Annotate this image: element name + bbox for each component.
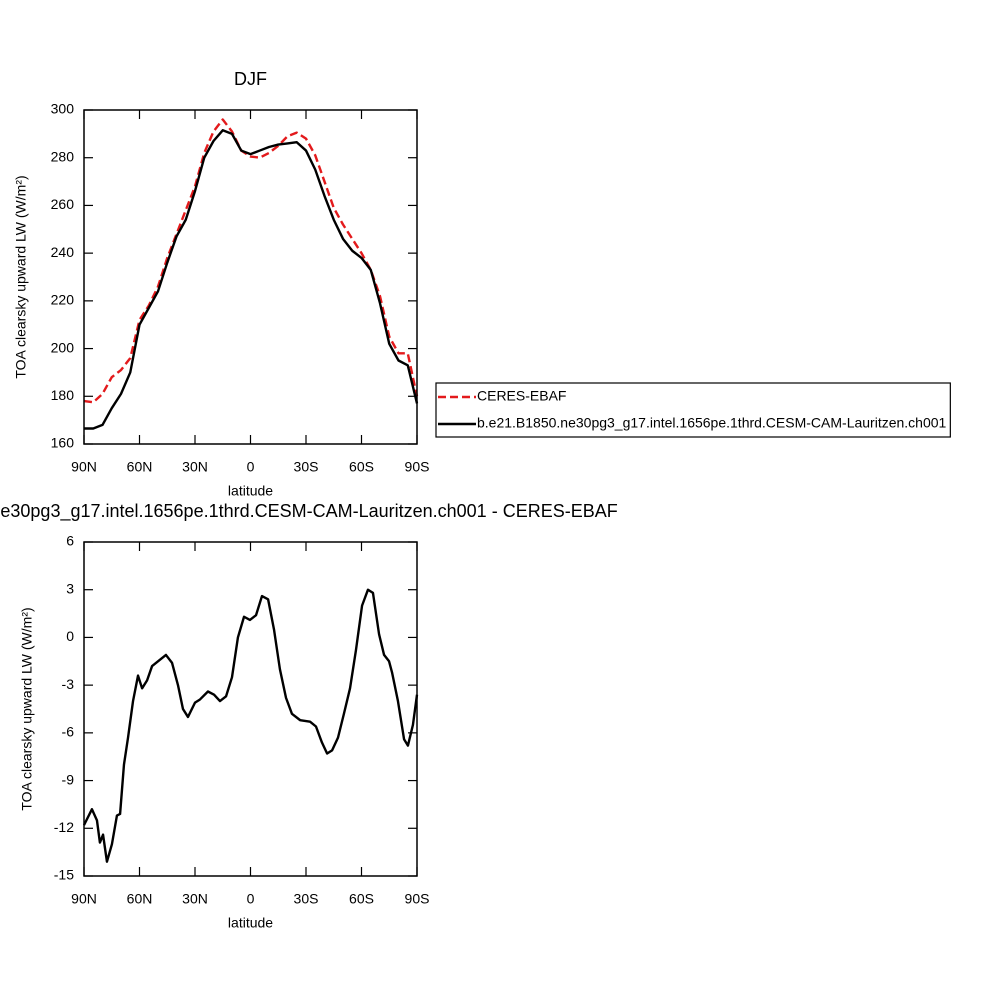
y-tick-label: 6 — [66, 533, 74, 549]
x-tick-label: 0 — [247, 459, 255, 475]
x-tick-label: 60N — [127, 891, 153, 907]
x-tick-label: 30S — [294, 891, 319, 907]
x-tick-label: 30S — [294, 459, 319, 475]
x-tick-label: 90S — [405, 891, 430, 907]
y-tick-label: 180 — [51, 387, 75, 403]
plot-panel: b.e21.B1850.ne30pg3_g17.intel.1656pe.1th… — [0, 501, 618, 931]
plot-panel: DJF latitude TOA clearsky upward LW (W/m²)… — [13, 69, 951, 499]
y-tick-label: 240 — [51, 244, 75, 260]
y-tick-label: -9 — [62, 771, 75, 787]
y-tick-label: 220 — [51, 292, 75, 308]
x-tick-label: 60N — [127, 459, 153, 475]
legend: CERES-EBAF b.e21.B1850.ne30pg3_g17.intel.… — [435, 382, 951, 438]
y-tick-label: -6 — [62, 724, 75, 740]
y-tick-label: 0 — [66, 628, 74, 644]
x-tick-label: 0 — [247, 891, 255, 907]
plot-frame — [83, 109, 418, 445]
legend-label: CERES-EBAF — [477, 388, 566, 404]
y-axis-label: TOA clearsky upward LW (W/m²) — [19, 607, 35, 810]
x-tick-label: 90N — [71, 459, 97, 475]
x-axis-label: latitude — [228, 915, 273, 931]
data-line — [84, 129, 419, 430]
y-tick-label: 3 — [66, 580, 74, 596]
y-tick-label: -15 — [54, 867, 74, 883]
y-tick-label: -3 — [62, 676, 75, 692]
x-tick-label: 60S — [349, 459, 374, 475]
y-tick-label: 200 — [51, 339, 75, 355]
legend-box — [435, 382, 951, 438]
x-tick-label: 60S — [349, 891, 374, 907]
x-tick-label: 30N — [182, 891, 208, 907]
plot-frame — [83, 541, 418, 877]
legend-label: b.e21.B1850.ne30pg3_g17.intel.1656pe.1th… — [477, 415, 947, 431]
data-line — [83, 118, 419, 404]
x-axis-label: latitude — [228, 483, 273, 499]
x-tick-label: 90N — [71, 891, 97, 907]
y-tick-label: 300 — [51, 101, 75, 117]
chart-title: b.e21.B1850.ne30pg3_g17.intel.1656pe.1th… — [0, 501, 618, 522]
y-tick-label: 280 — [51, 148, 75, 164]
data-line — [82, 588, 419, 863]
chart-title: DJF — [234, 69, 267, 89]
y-axis-label: TOA clearsky upward LW (W/m²) — [13, 175, 29, 378]
y-tick-label: 160 — [51, 435, 75, 451]
y-tick-label: 260 — [51, 196, 75, 212]
x-tick-label: 90S — [405, 459, 430, 475]
x-tick-label: 30N — [182, 459, 208, 475]
y-tick-label: -12 — [54, 819, 74, 835]
